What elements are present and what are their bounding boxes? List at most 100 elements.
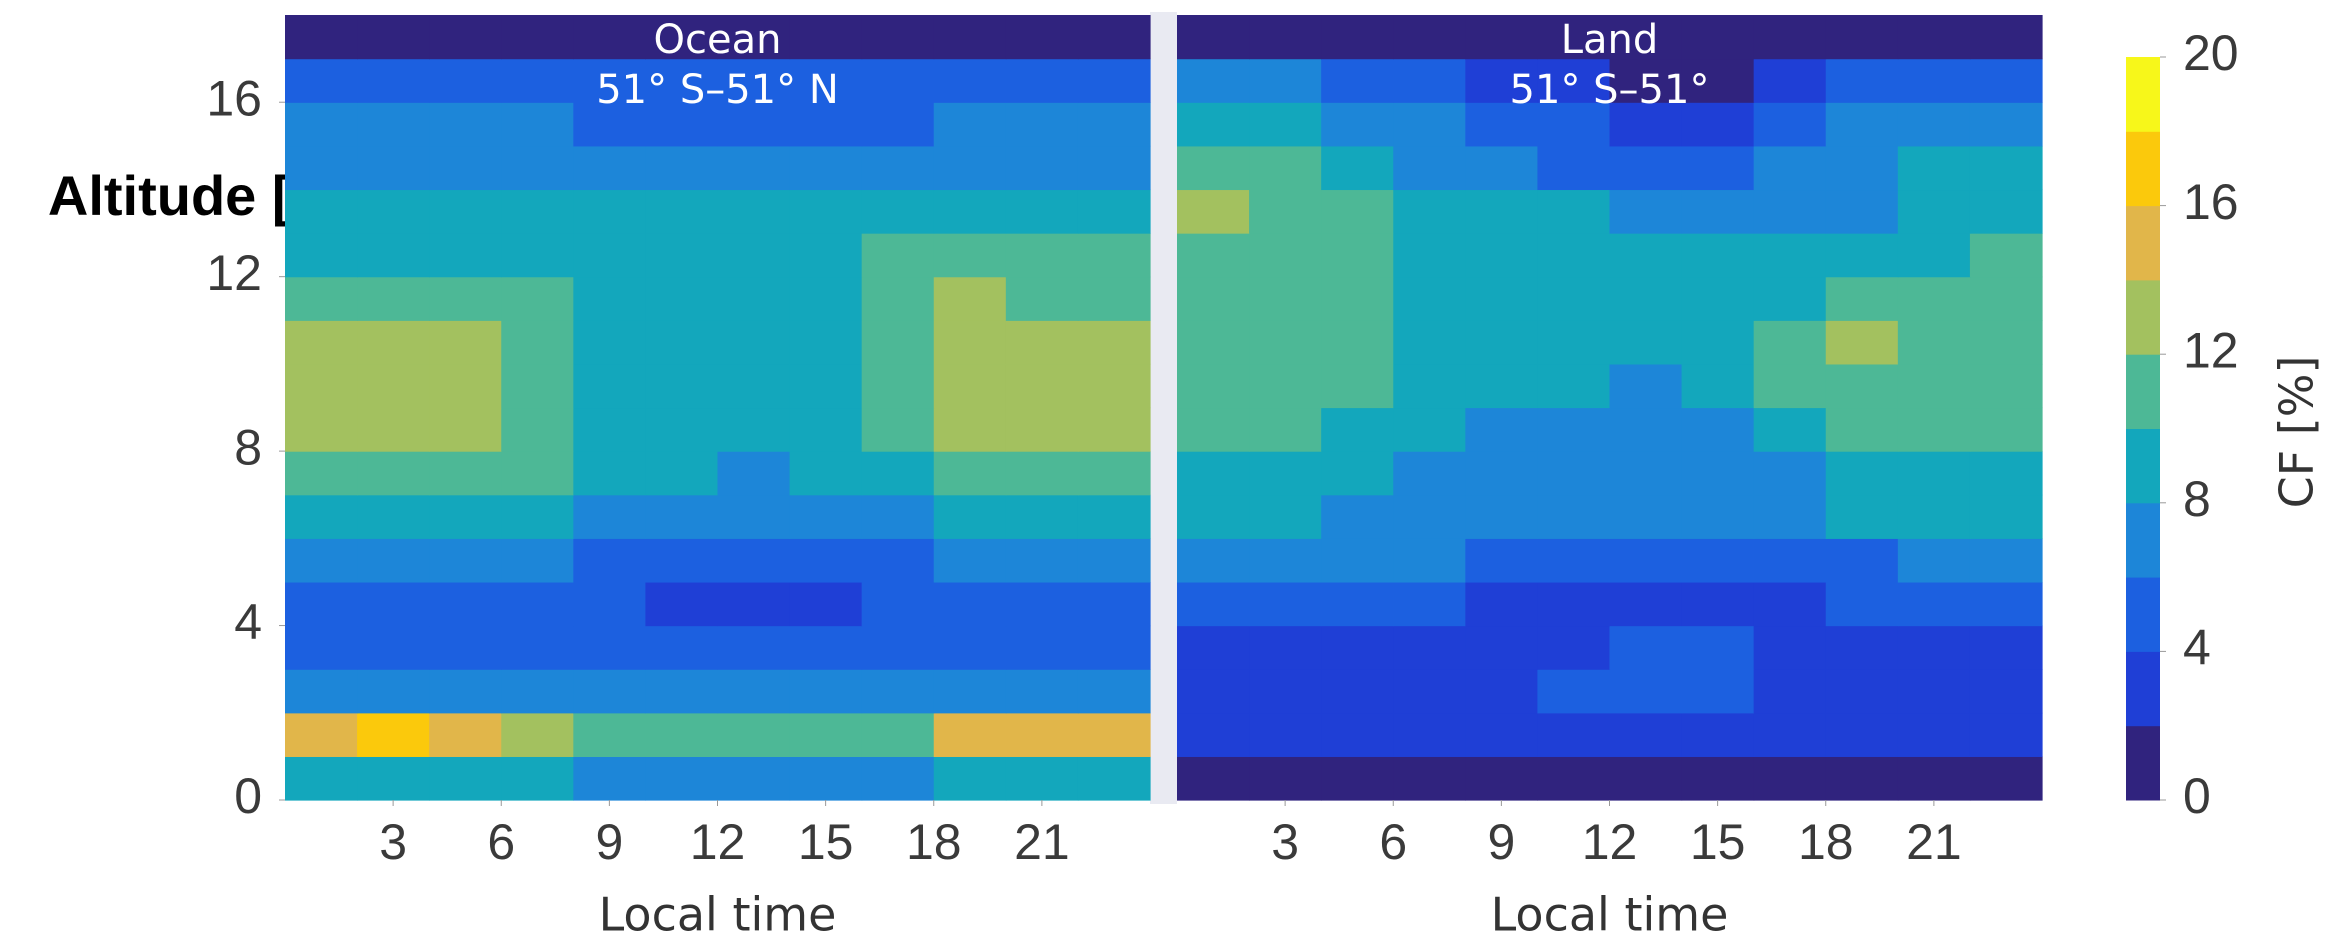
heatmap-cell bbox=[1681, 669, 1755, 714]
heatmap-cell bbox=[1537, 363, 1611, 409]
heatmap-cell bbox=[1681, 320, 1755, 365]
heatmap-cell bbox=[1681, 538, 1755, 583]
heatmap-cell bbox=[1825, 276, 1899, 321]
heatmap-cell bbox=[861, 669, 935, 714]
heatmap-cell bbox=[501, 189, 574, 234]
heatmap-cell bbox=[1321, 189, 1394, 234]
heatmap-cell bbox=[645, 233, 719, 278]
heatmap-cell bbox=[789, 451, 863, 496]
heatmap-cell bbox=[645, 102, 719, 147]
heatmap-cell bbox=[861, 102, 935, 147]
heatmap-cell bbox=[573, 363, 647, 409]
heatmap-cell bbox=[1753, 625, 1827, 670]
heatmap-cell bbox=[1177, 276, 1250, 321]
heatmap-cell bbox=[717, 102, 791, 147]
heatmap-cell bbox=[645, 15, 719, 60]
colorbar-tick-label: 12 bbox=[2183, 322, 2239, 378]
heatmap-cell bbox=[1005, 15, 1079, 60]
heatmap-cell bbox=[429, 756, 502, 801]
panel-subtitle: 51° S–51° bbox=[1510, 67, 1710, 113]
heatmap-cell bbox=[861, 145, 935, 191]
heatmap-cell bbox=[285, 145, 358, 191]
heatmap-cell bbox=[933, 145, 1007, 191]
heatmap-cell bbox=[717, 538, 791, 583]
heatmap-cell bbox=[1753, 320, 1827, 365]
heatmap-cell bbox=[717, 145, 791, 191]
heatmap-cell bbox=[1177, 145, 1250, 191]
heatmap-cell bbox=[1321, 233, 1394, 278]
heatmap-cell bbox=[645, 276, 719, 321]
heatmap-cell bbox=[573, 320, 647, 365]
heatmap-cell bbox=[1077, 625, 1151, 670]
heatmap-cell bbox=[1005, 58, 1079, 103]
heatmap-cell bbox=[1249, 451, 1322, 496]
heatmap-cell bbox=[1249, 625, 1322, 670]
heatmap-cell bbox=[357, 233, 430, 278]
heatmap-cell bbox=[1249, 102, 1322, 147]
heatmap-cell bbox=[789, 102, 863, 147]
heatmap-cell bbox=[573, 625, 647, 670]
heatmap-cell bbox=[1681, 233, 1755, 278]
heatmap-cell bbox=[645, 145, 719, 191]
heatmap-cell bbox=[1077, 363, 1151, 409]
heatmap-cell bbox=[1321, 756, 1394, 801]
heatmap-cell bbox=[645, 407, 719, 452]
heatmap-cell bbox=[1393, 581, 1466, 627]
heatmap-cell bbox=[1249, 233, 1322, 278]
heatmap-cell bbox=[1177, 189, 1250, 234]
heatmap-cell bbox=[1825, 494, 1899, 539]
heatmap-cell bbox=[1177, 625, 1250, 670]
heatmap-cell bbox=[1753, 58, 1827, 103]
heatmap-cell bbox=[1969, 233, 2043, 278]
heatmap-cell bbox=[1321, 625, 1394, 670]
heatmap-cell bbox=[1609, 494, 1683, 539]
colorbar-tick-label: 16 bbox=[2183, 174, 2239, 230]
heatmap-cell bbox=[933, 756, 1007, 801]
heatmap-cell bbox=[1537, 407, 1611, 452]
heatmap-cell bbox=[357, 189, 430, 234]
heatmap-cell bbox=[717, 189, 791, 234]
heatmap-cell bbox=[1249, 669, 1322, 714]
heatmap-cell bbox=[1825, 189, 1899, 234]
heatmap-cell bbox=[1537, 625, 1611, 670]
heatmap-cell bbox=[501, 363, 574, 409]
heatmap-cell bbox=[501, 58, 574, 103]
heatmap-cell bbox=[717, 581, 791, 627]
heatmap-cell bbox=[861, 625, 935, 670]
heatmap-cell bbox=[1969, 363, 2043, 409]
heatmap-cell bbox=[1969, 102, 2043, 147]
heatmap-cell bbox=[1249, 494, 1322, 539]
heatmap-cell bbox=[1393, 102, 1466, 147]
x-axis-label: Local time bbox=[1491, 888, 1729, 941]
heatmap-cell bbox=[1537, 494, 1611, 539]
heatmap-cell bbox=[861, 756, 935, 801]
heatmap-cell bbox=[1897, 189, 1971, 234]
heatmap-cell bbox=[861, 451, 935, 496]
heatmap-cell bbox=[501, 233, 574, 278]
heatmap-cell bbox=[501, 407, 574, 452]
heatmap-cell bbox=[1537, 58, 1611, 103]
heatmap-cell bbox=[573, 538, 647, 583]
heatmap-cell bbox=[285, 712, 358, 757]
y-tick-label: 4 bbox=[234, 594, 262, 650]
colorbar-segment bbox=[2126, 725, 2160, 801]
heatmap-cell bbox=[573, 756, 647, 801]
heatmap-cell bbox=[429, 538, 502, 583]
heatmap-cell bbox=[1681, 102, 1755, 147]
heatmap-cell bbox=[285, 669, 358, 714]
heatmap-cell bbox=[429, 58, 502, 103]
panel-title: Land bbox=[1561, 17, 1659, 63]
heatmap-cell bbox=[1537, 233, 1611, 278]
heatmap-cell bbox=[1609, 233, 1683, 278]
heatmap-cell bbox=[357, 15, 430, 60]
colorbar-segment bbox=[2126, 205, 2160, 281]
heatmap-cell bbox=[285, 756, 358, 801]
heatmap-cell bbox=[1393, 625, 1466, 670]
heatmap-cell bbox=[285, 494, 358, 539]
heatmap-cell bbox=[1681, 494, 1755, 539]
heatmap-cell bbox=[1753, 145, 1827, 191]
heatmap-cell bbox=[1897, 581, 1971, 627]
heatmap-cell bbox=[1005, 276, 1079, 321]
heatmap-cell bbox=[1825, 58, 1899, 103]
heatmap-cell bbox=[1177, 581, 1250, 627]
